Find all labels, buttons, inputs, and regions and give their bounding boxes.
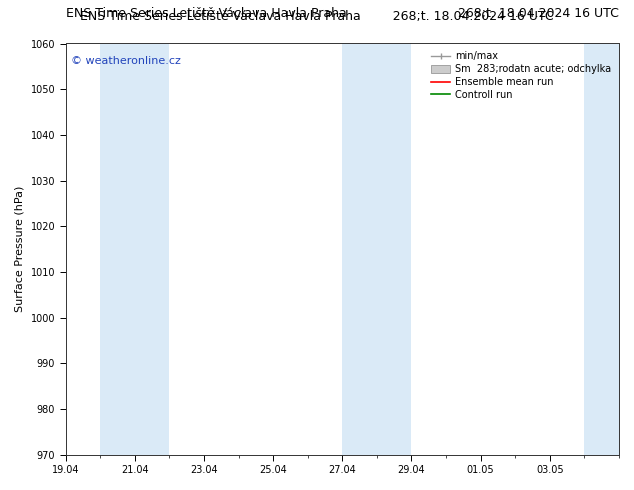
Text: 268;t. 18.04.2024 16 UTC: 268;t. 18.04.2024 16 UTC [458,7,619,21]
Text: ENS Time Series Letiště Václava Havla Praha: ENS Time Series Letiště Václava Havla Pr… [65,7,346,21]
Y-axis label: Surface Pressure (hPa): Surface Pressure (hPa) [15,186,25,312]
Bar [100,44,169,455]
Text: © weatheronline.cz: © weatheronline.cz [71,56,181,66]
Text: ENS Time Series Letiště Václava Havla Praha        268;t. 18.04.2024 16 UTC: ENS Time Series Letiště Václava Havla Pr… [80,10,554,23]
Legend: min/max, Sm  283;rodatn acute; odchylka, Ensemble mean run, Controll run: min/max, Sm 283;rodatn acute; odchylka, … [428,49,614,103]
Bar [585,44,619,455]
Bar [342,44,411,455]
